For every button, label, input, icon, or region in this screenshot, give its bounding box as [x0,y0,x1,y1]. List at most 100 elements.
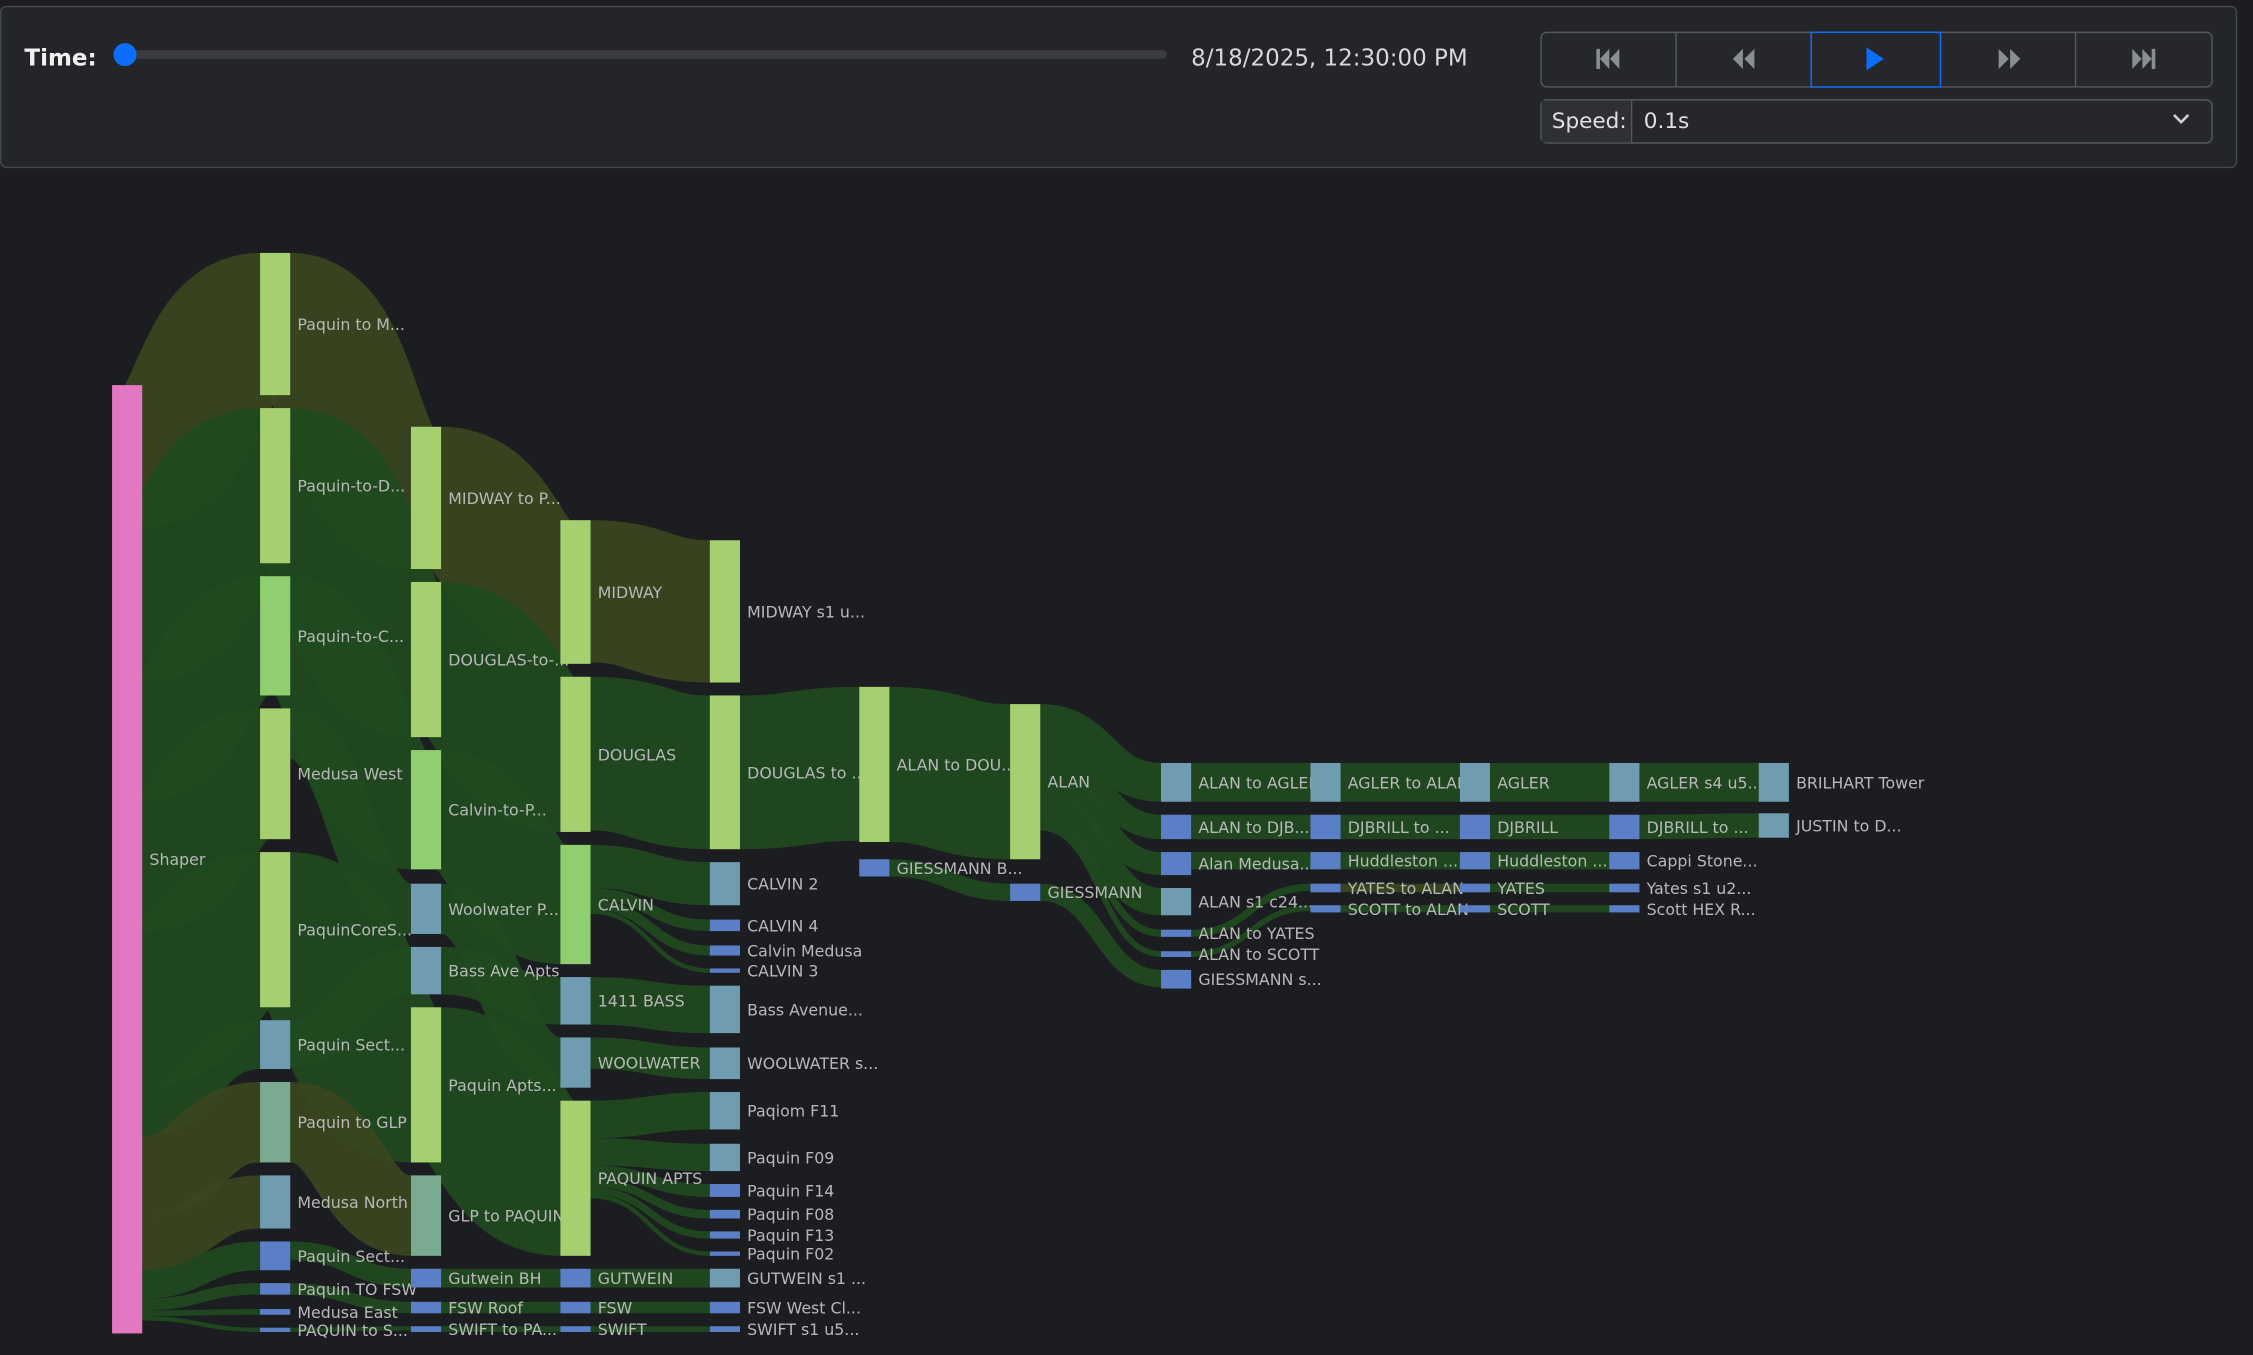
link [140,1020,262,1137]
node-label: GLP to PAQUIN [448,1207,564,1226]
node [1010,883,1041,901]
link [140,1175,262,1271]
node [1310,762,1341,802]
node [709,540,740,683]
link [290,1241,412,1288]
node [560,844,591,965]
node [260,1175,291,1229]
link [590,888,710,932]
icon [2151,48,2156,69]
node-label: ALAN to AGLER [1198,773,1319,792]
time-value: 8/18/2025, 12:30:00 PM [1191,45,1468,71]
node [709,1301,740,1314]
node-label: CALVIN 4 [747,916,818,935]
node-label: Paquin F09 [747,1148,834,1167]
node [260,252,291,396]
node-label: DOUGLAS-to-... [448,650,569,669]
node [260,576,291,696]
node-label: SWIFT [598,1320,647,1339]
node [1609,905,1640,913]
node-label: AGLER [1497,773,1550,792]
node [1160,852,1192,876]
slider-thumb[interactable] [113,43,137,67]
node-label: AGLER to ALAN [1348,773,1469,792]
node [709,945,740,956]
time-slider[interactable] [125,50,1167,59]
link [590,1178,710,1219]
node-label: PaquinCoreS... [297,921,412,940]
node-label: Paquin Sect... [297,1247,405,1266]
node-label: Paquin F02 [747,1245,834,1264]
node [1160,888,1192,916]
speed-select[interactable] [1540,99,2213,144]
node [709,695,740,850]
node [859,859,890,877]
node-label: Paqiom F11 [747,1102,839,1121]
node-label: Paquin Apts... [448,1076,556,1095]
link [142,1316,261,1332]
node [1459,814,1491,840]
node-label: YATES [1496,879,1545,898]
node-label: DJBRILL [1497,818,1558,837]
speed-value: 0.1s [1644,109,1690,134]
link [588,520,712,683]
node-label: DOUGLAS [598,745,676,764]
node [410,1268,442,1288]
node [1310,852,1341,870]
node [560,1326,591,1332]
back-button[interactable] [1677,33,1811,86]
node [709,1143,740,1172]
node-label: Paquin-to-C... [297,627,404,646]
link [128,708,275,933]
node [1010,704,1041,860]
node-label: CALVIN 2 [747,875,818,894]
link [590,844,711,906]
node-label: MIDWAY [598,583,663,602]
node [709,1268,740,1288]
link [590,909,710,973]
node [1609,852,1640,870]
link [590,1092,710,1139]
link [129,576,274,802]
link [889,859,1011,901]
node-label: CALVIN [598,895,654,914]
node [560,676,591,832]
node [1160,929,1192,937]
node-label: Scott HEX R... [1647,900,1756,919]
node [1310,814,1341,840]
node [1310,883,1341,893]
node [260,408,291,564]
node-label: SWIFT to PA... [448,1320,557,1339]
node-label: FSW Roof [448,1299,523,1318]
link [590,1037,710,1080]
node [410,581,442,738]
node [1459,852,1491,870]
node-label: GIESSMANN [1047,883,1142,902]
link [142,1283,261,1311]
link [288,946,413,1068]
node-label: BRILHART Tower [1796,773,1925,792]
node-label: FSW [598,1299,633,1318]
icon [2142,48,2152,69]
link [590,1186,710,1239]
node-label: Paquin F08 [747,1205,834,1224]
node-label: Yates s1 u2... [1646,879,1752,898]
node-label: MIDWAY to P... [448,489,560,508]
node [410,1301,442,1314]
icon [1998,48,2009,69]
node-label: GUTWEIN s1 ... [747,1269,866,1288]
link [419,581,583,832]
link [590,1165,710,1197]
link [590,899,710,956]
node-label: MIDWAY s1 u... [747,602,865,621]
link [141,1241,261,1299]
node [560,520,591,664]
link [1039,767,1162,876]
node-label: WOOLWATER s... [747,1054,878,1073]
link [1039,742,1162,840]
node [709,1251,740,1256]
link [1040,824,1162,957]
node-label: Woolwater P... [448,900,559,919]
node-label: Alan Medusa... [1198,855,1314,874]
